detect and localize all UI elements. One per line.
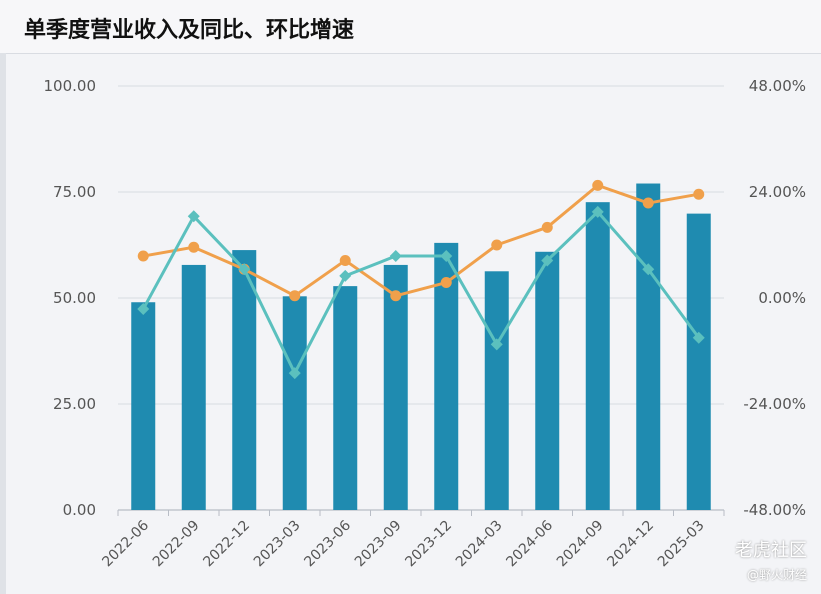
point-marker: [390, 290, 402, 302]
left-border: [0, 53, 6, 594]
x-tick-label: 2025-03: [655, 518, 708, 571]
bar: [333, 286, 358, 510]
x-tick-label: 2022-09: [150, 518, 203, 571]
y-left-tick-label: 75.00: [53, 183, 96, 201]
watermark-brand: 老虎社区: [735, 540, 807, 561]
bar: [636, 183, 661, 510]
bar: [686, 213, 711, 510]
bar: [383, 264, 408, 510]
x-tick-label: 2024-06: [503, 517, 556, 570]
y-right-tick-label: 24.00%: [749, 183, 806, 201]
x-tick-label: 2023-09: [352, 518, 405, 571]
x-tick-label: 2023-03: [251, 518, 304, 571]
point-marker: [491, 239, 503, 251]
point-marker: [440, 277, 452, 289]
point-marker: [642, 263, 655, 276]
series-line-teal: [141, 210, 700, 375]
point-marker: [137, 303, 150, 316]
y-left-tick-label: 50.00: [53, 289, 96, 307]
point-marker: [541, 221, 553, 233]
y-right-tick-label: -24.00%: [743, 395, 806, 413]
point-marker: [339, 269, 352, 282]
point-marker: [490, 338, 503, 351]
x-tick-label: 2023-12: [402, 518, 455, 571]
y-right-tick-label: 48.00%: [749, 77, 806, 95]
y-left-tick-label: 25.00: [53, 395, 96, 413]
chart-title: 单季度营业收入及同比、环比增速: [24, 18, 355, 43]
bar: [181, 264, 206, 510]
title-bar: 单季度营业收入及同比、环比增速: [0, 0, 821, 54]
bar: [585, 202, 610, 510]
x-tick-label: 2022-06: [99, 517, 152, 570]
y-right-tick-label: 0.00%: [758, 289, 806, 307]
x-tick-label: 2022-12: [200, 518, 253, 571]
point-marker: [238, 263, 251, 276]
point-marker: [389, 250, 402, 263]
point-marker: [592, 179, 604, 191]
x-tick-label: 2024-09: [554, 518, 607, 571]
bar: [131, 302, 156, 510]
point-marker: [541, 254, 554, 267]
y-left-tick-label: 100.00: [44, 77, 97, 95]
watermark-sub: @野火财经: [746, 568, 807, 582]
bar: [484, 271, 509, 510]
point-marker: [187, 210, 200, 223]
point-marker: [440, 250, 453, 263]
x-tick-label: 2024-12: [604, 518, 657, 571]
x-tick-label: 2023-06: [301, 517, 354, 570]
point-marker: [692, 331, 705, 344]
y-right-tick-label: -48.00%: [743, 501, 806, 519]
bar: [282, 296, 307, 510]
y-left-tick-label: 0.00: [63, 501, 96, 519]
series-line-orange: [142, 183, 700, 298]
bar: [232, 250, 257, 510]
point-marker: [693, 188, 705, 200]
point-marker: [591, 205, 604, 218]
point-marker: [137, 250, 149, 262]
point-marker: [288, 367, 301, 380]
x-tick-label: 2024-03: [453, 518, 506, 571]
bar: [535, 251, 560, 510]
point-marker: [642, 197, 654, 209]
point-marker: [339, 254, 351, 266]
point-marker: [289, 290, 301, 302]
point-marker: [188, 241, 200, 253]
